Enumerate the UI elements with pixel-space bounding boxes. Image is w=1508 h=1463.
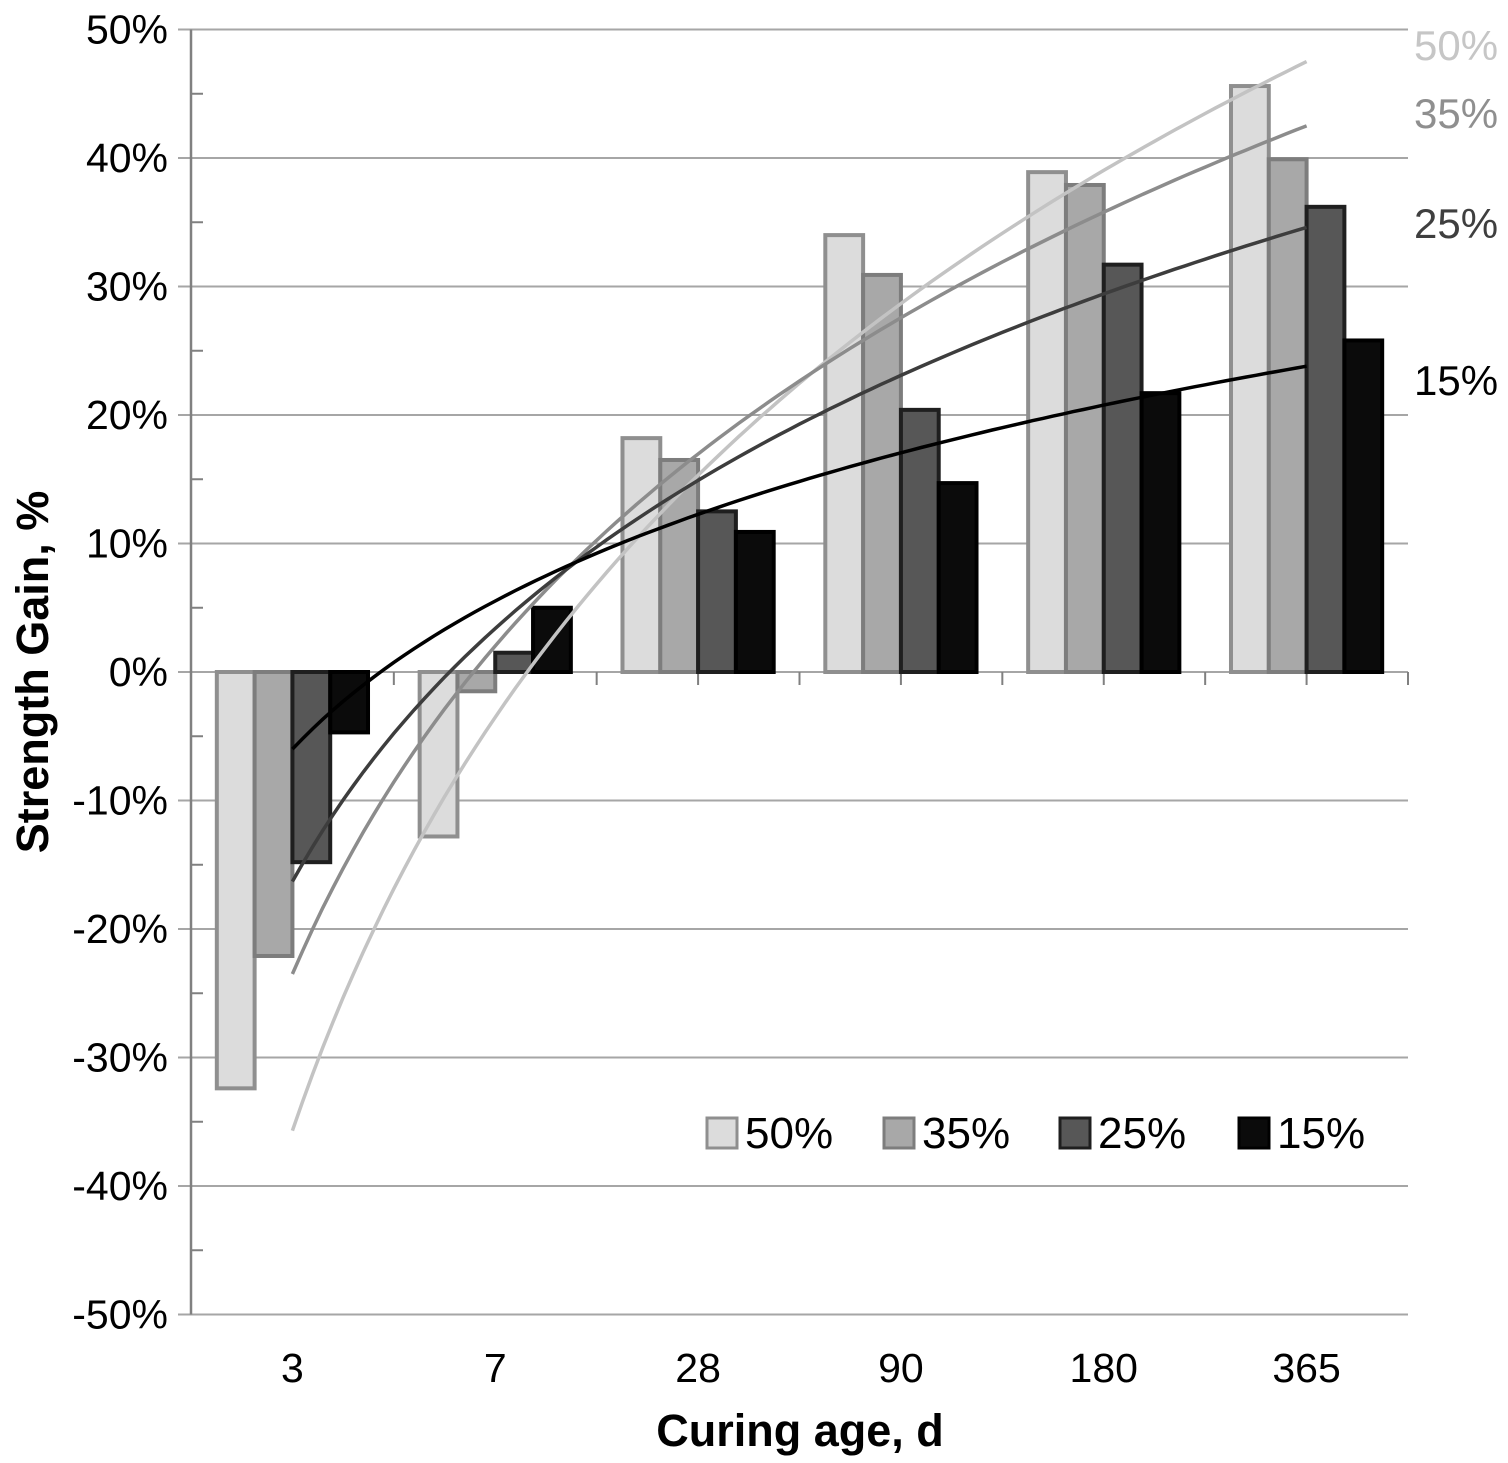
bar-25%-age-3 [290, 670, 333, 865]
legend: 50% 35% 25% 15% [705, 1109, 1365, 1158]
legend-swatch-50-icon [705, 1116, 739, 1150]
trendline-label-35: 35% [1414, 90, 1498, 137]
y-tick-label-10: 10% [86, 521, 168, 567]
y-tick-label-50: 50% [86, 7, 168, 53]
bar-15%-age-3 [328, 670, 371, 735]
legend-item-15: 15% [1237, 1109, 1365, 1158]
y-tick-labels: 50% 40% 30% 20% 10% 0% -10% -20% -30% -40% -50% [72, 7, 168, 1338]
y-tick-label-20: 20% [86, 392, 168, 438]
x-axis-title: Curing age, d [656, 1405, 944, 1456]
x-tick-label-28: 28 [675, 1345, 721, 1391]
trendline-25% [290, 225, 1308, 883]
bar-25%-age-180 [1101, 262, 1144, 674]
bar-15%-age-180 [1139, 391, 1182, 674]
y-tick-label--20: -20% [72, 906, 168, 952]
legend-label-50: 50% [745, 1109, 833, 1158]
bar-25%-age-28 [696, 509, 738, 674]
trendline-labels: 50% 35% 25% 15% [1414, 22, 1498, 404]
bar-15%-age-365 [1342, 338, 1385, 674]
trendlines-layer [290, 60, 1308, 1132]
y-tick-label-30: 30% [86, 264, 168, 310]
legend-item-25: 25% [1058, 1109, 1186, 1158]
axes-layer [189, 29, 1409, 1315]
x-tick-label-90: 90 [878, 1345, 924, 1391]
trendline-label-50: 50% [1414, 22, 1498, 69]
x-tick-label-180: 180 [1070, 1345, 1138, 1391]
legend-swatch-35-icon [882, 1116, 916, 1150]
x-tick-labels: 3 7 28 90 180 365 [281, 1345, 1341, 1391]
bar-25%-age-365 [1304, 204, 1347, 675]
legend-swatch-15-icon [1237, 1116, 1271, 1150]
trendline-label-25: 25% [1414, 200, 1498, 247]
bar-15%-age-28 [733, 529, 776, 674]
bar-35%-age-365 [1266, 157, 1309, 675]
bars-layer [214, 84, 1385, 1091]
legend-label-15: 15% [1277, 1109, 1365, 1158]
bar-50%-age-3 [214, 670, 257, 1091]
trendline-label-15: 15% [1414, 357, 1498, 404]
bar-35%-age-3 [252, 670, 295, 958]
y-tick-label--30: -30% [72, 1035, 168, 1081]
legend-item-50: 50% [705, 1109, 833, 1158]
legend-swatch-25-icon [1058, 1116, 1092, 1150]
y-axis-title: Strength Gain, % [7, 491, 58, 854]
bar-35%-age-7 [455, 670, 498, 694]
bar-50%-age-90 [823, 233, 866, 674]
legend-label-25: 25% [1098, 1109, 1186, 1158]
y-tick-label--50: -50% [72, 1292, 168, 1338]
bar-50%-age-28 [620, 436, 663, 674]
bar-35%-age-180 [1063, 182, 1106, 675]
x-tick-label-7: 7 [484, 1345, 507, 1391]
y-tick-label--10: -10% [72, 778, 168, 824]
trendline-15% [291, 364, 1307, 751]
bar-15%-age-90 [936, 481, 979, 675]
x-tick-label-3: 3 [281, 1345, 304, 1391]
bar-35%-age-90 [861, 272, 903, 674]
y-tick-label-0: 0% [109, 649, 168, 695]
legend-item-35: 35% [882, 1109, 1010, 1158]
legend-label-35: 35% [922, 1109, 1010, 1158]
trendline-35% [290, 124, 1308, 975]
trendline-50% [290, 60, 1308, 1132]
x-tick-label-365: 365 [1272, 1345, 1340, 1391]
y-tick-label--40: -40% [72, 1163, 168, 1209]
y-tick-label-40: 40% [86, 135, 168, 181]
